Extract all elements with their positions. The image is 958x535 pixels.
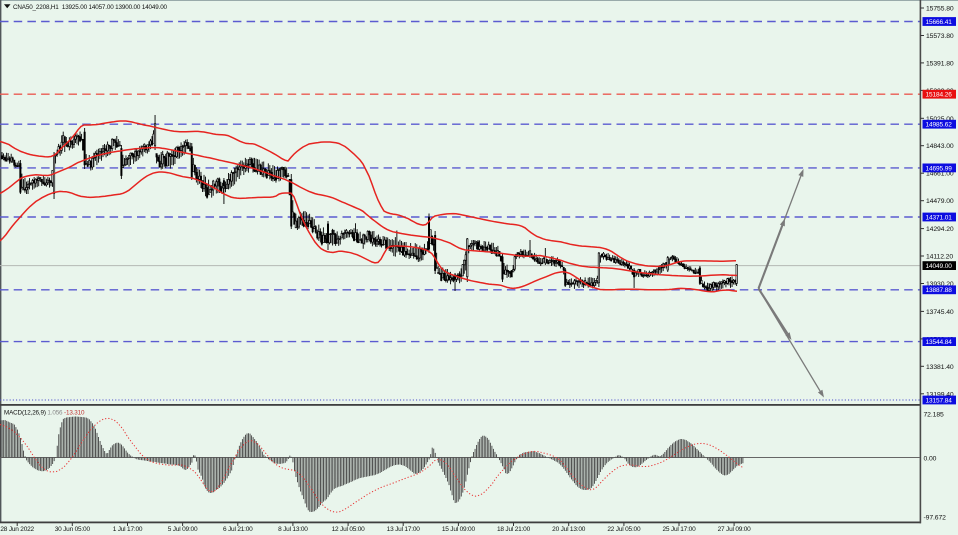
svg-text:20 Jul 13:00: 20 Jul 13:00 bbox=[552, 526, 586, 533]
svg-text:8 Jul 13:00: 8 Jul 13:00 bbox=[278, 526, 308, 533]
svg-text:18 Jul 21:00: 18 Jul 21:00 bbox=[497, 526, 531, 533]
svg-text:1 Jul 17:00: 1 Jul 17:00 bbox=[113, 526, 143, 533]
svg-text:13745.40: 13745.40 bbox=[926, 309, 954, 316]
svg-text:15 Jul 09:00: 15 Jul 09:00 bbox=[442, 526, 476, 533]
svg-text:15025.00: 15025.00 bbox=[926, 116, 954, 123]
svg-text:14479.00: 14479.00 bbox=[926, 198, 954, 205]
svg-text:27 Jul 09:00: 27 Jul 09:00 bbox=[718, 526, 752, 533]
svg-text:13887.88: 13887.88 bbox=[926, 287, 953, 294]
svg-text:25 Jul 17:00: 25 Jul 17:00 bbox=[662, 526, 696, 533]
svg-text:0.00: 0.00 bbox=[924, 455, 937, 462]
svg-text:22 Jul 05:00: 22 Jul 05:00 bbox=[607, 526, 641, 533]
svg-text:MACD(12,26,9) 1.056 -13.310: MACD(12,26,9) 1.056 -13.310 bbox=[4, 410, 85, 417]
svg-text:14985.62: 14985.62 bbox=[926, 122, 953, 129]
svg-text:6 Jul 21:00: 6 Jul 21:00 bbox=[223, 526, 253, 533]
svg-text:13544.84: 13544.84 bbox=[926, 339, 953, 346]
svg-text:15573.80: 15573.80 bbox=[926, 33, 954, 40]
svg-text:14112.20: 14112.20 bbox=[926, 254, 953, 261]
svg-text:5 Jul 09:00: 5 Jul 09:00 bbox=[168, 526, 198, 533]
svg-text:14695.99: 14695.99 bbox=[926, 165, 953, 172]
svg-text:15666.41: 15666.41 bbox=[926, 19, 953, 26]
svg-text:28 Jun 2022: 28 Jun 2022 bbox=[0, 526, 34, 533]
svg-text:13199.40: 13199.40 bbox=[926, 391, 954, 398]
svg-text:15391.80: 15391.80 bbox=[926, 60, 954, 67]
svg-text:-97.672: -97.672 bbox=[924, 514, 947, 521]
svg-text:15755.80: 15755.80 bbox=[926, 6, 954, 13]
svg-text:13930.20: 13930.20 bbox=[926, 281, 954, 288]
svg-text:13 Jul 17:00: 13 Jul 17:00 bbox=[387, 526, 421, 533]
svg-text:14049.00: 14049.00 bbox=[926, 263, 953, 270]
svg-text:13157.84: 13157.84 bbox=[926, 397, 953, 404]
svg-text:13381.40: 13381.40 bbox=[926, 364, 954, 371]
svg-text:30 Jun 05:00: 30 Jun 05:00 bbox=[55, 526, 91, 533]
svg-text:12 Jul 05:00: 12 Jul 05:00 bbox=[332, 526, 366, 533]
svg-text:72.185: 72.185 bbox=[924, 411, 945, 418]
svg-text:CNA50_2208,H1 13925.00 14057.: CNA50_2208,H1 13925.00 14057.00 13900.00… bbox=[13, 4, 168, 11]
svg-text:14294.20: 14294.20 bbox=[926, 226, 954, 233]
svg-text:14661.00: 14661.00 bbox=[926, 171, 954, 178]
svg-text:14371.01: 14371.01 bbox=[926, 214, 953, 221]
svg-text:14843.00: 14843.00 bbox=[926, 143, 954, 150]
svg-text:15184.26: 15184.26 bbox=[926, 92, 953, 99]
